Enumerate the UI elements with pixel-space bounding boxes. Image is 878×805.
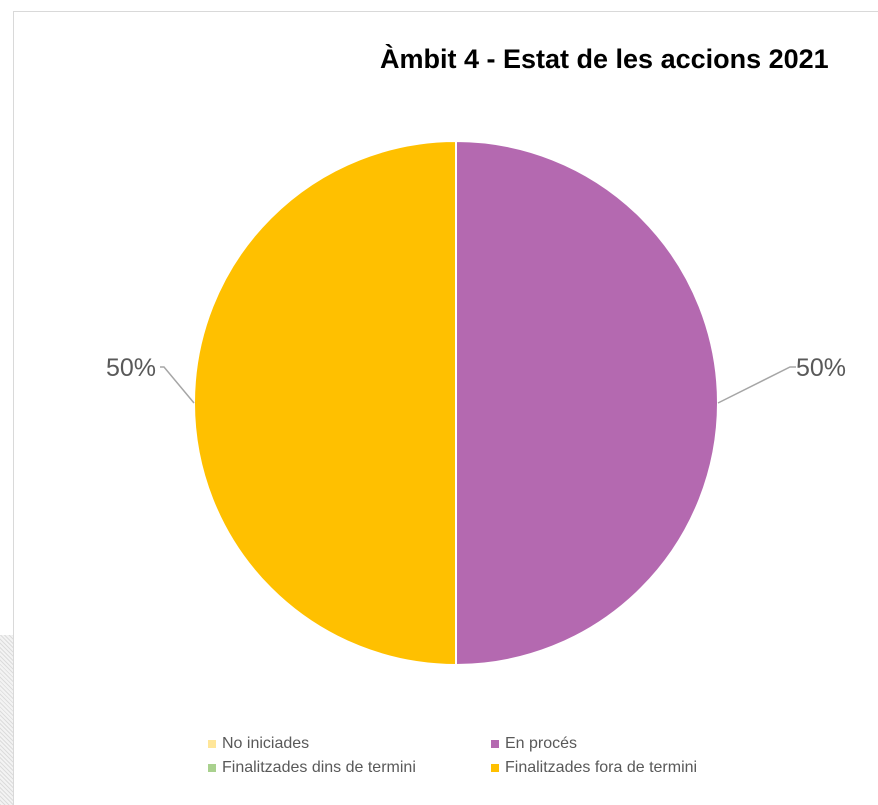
legend-swatch-0 <box>208 740 216 748</box>
legend-label-1: En procés <box>505 735 578 752</box>
chart-title: Àmbit 4 - Estat de les accions 2021 <box>380 44 829 74</box>
leader-line-1 <box>717 366 796 404</box>
legend-item-0: No iniciades <box>208 735 491 753</box>
legend-item-1: En procés <box>491 735 768 753</box>
legend-swatch-1 <box>491 740 499 748</box>
legend: No iniciades En procés Finalitzades dins d… <box>208 735 768 777</box>
pie-slice-1 <box>455 139 719 667</box>
data-label-1: 50% <box>796 354 846 382</box>
background-texture <box>0 635 13 805</box>
pie-slice-3 <box>193 139 457 667</box>
data-label-3: 50% <box>106 354 156 382</box>
legend-item-2: Finalitzades dins de termini <box>208 759 491 777</box>
legend-swatch-3 <box>491 764 499 772</box>
legend-label-0: No iniciades <box>222 735 310 752</box>
leader-line-3 <box>160 366 195 404</box>
legend-swatch-2 <box>208 764 216 772</box>
legend-item-3: Finalitzades fora de termini <box>491 759 768 777</box>
legend-label-2: Finalitzades dins de termini <box>222 759 416 776</box>
legend-label-3: Finalitzades fora de termini <box>505 759 698 776</box>
